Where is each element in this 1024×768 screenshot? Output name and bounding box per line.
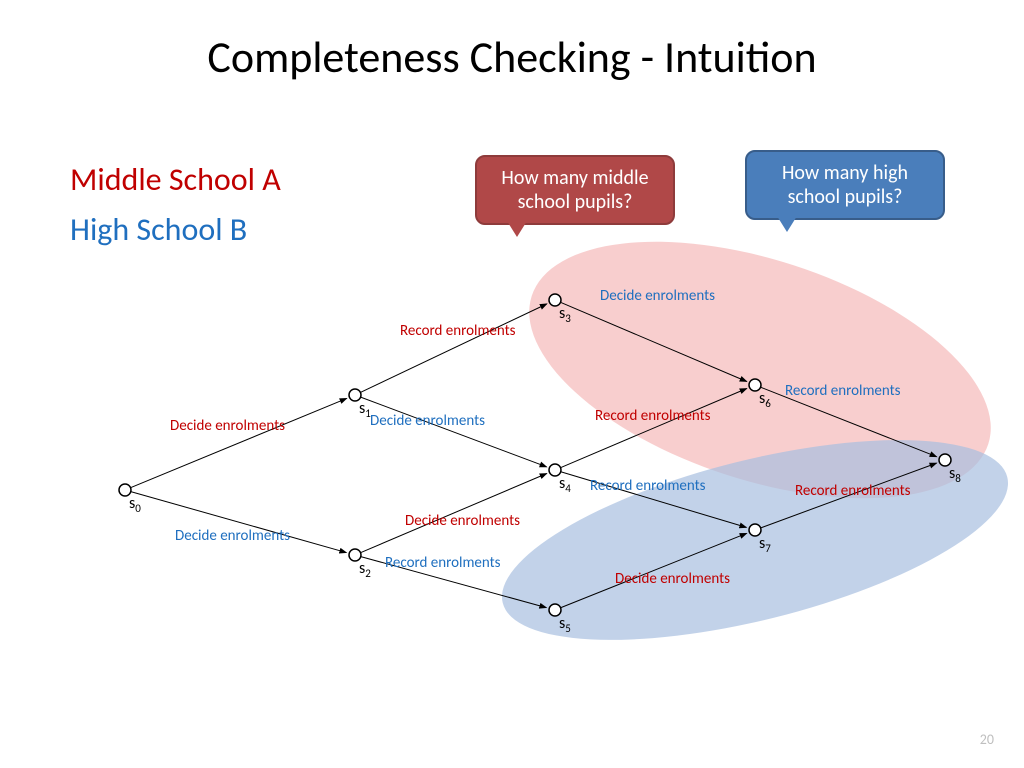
edge-label: Record enrolments [785, 382, 901, 400]
page-number: 20 [980, 731, 994, 748]
edge-label: Decide enrolments [175, 527, 290, 545]
state-label-s4: s4 [559, 474, 571, 495]
edge-label: Decide enrolments [405, 512, 520, 530]
edge-label: Decide enrolments [615, 570, 730, 588]
state-label-s0: s0 [129, 494, 141, 515]
state-diagram: s0s1s2s3s4s5s6s7s8 Decide enrolmentsDeci… [0, 0, 1024, 768]
edge [360, 304, 546, 393]
edge-label: Record enrolments [595, 407, 711, 425]
edge [131, 398, 347, 487]
edge-label: Decide enrolments [170, 417, 285, 435]
edge-label: Record enrolments [385, 554, 501, 572]
edge-label: Decide enrolments [600, 287, 715, 305]
edge-label: Decide enrolments [370, 412, 485, 430]
state-label-s2: s2 [359, 559, 371, 580]
edge-label: Record enrolments [795, 482, 911, 500]
edge-label: Record enrolments [400, 322, 516, 340]
edge [361, 397, 547, 467]
edge-label: Record enrolments [590, 477, 706, 495]
